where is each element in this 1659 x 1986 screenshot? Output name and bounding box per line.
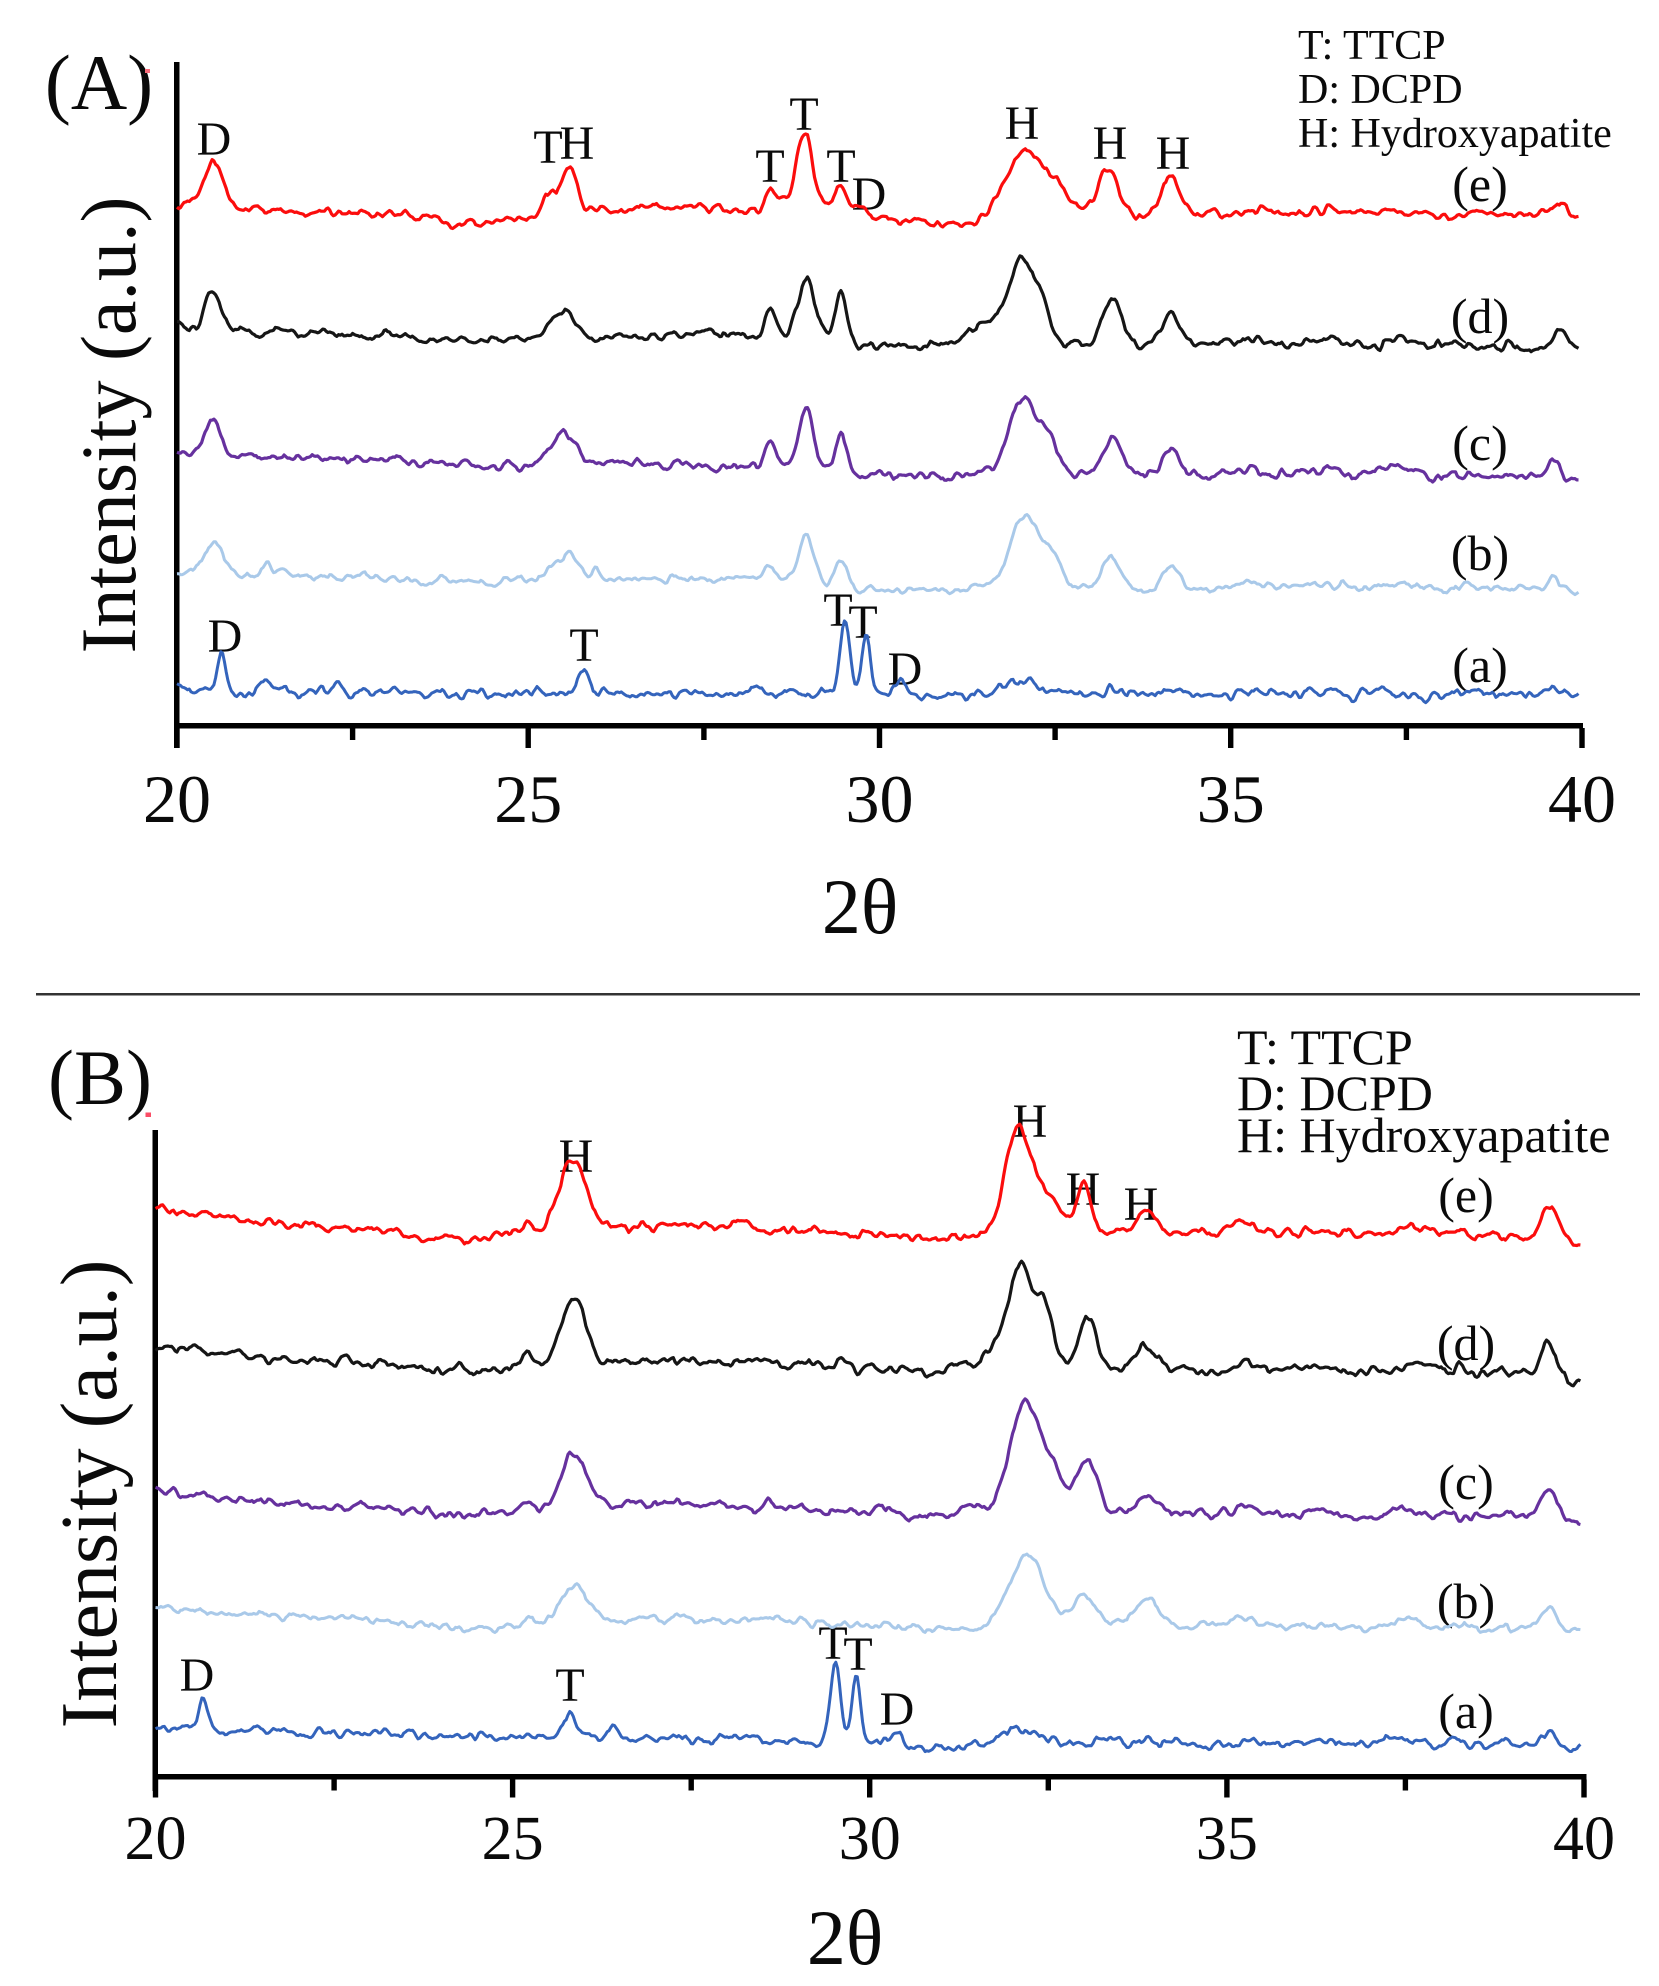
svg-text:(A): (A)	[45, 39, 153, 126]
svg-text:20: 20	[125, 1805, 187, 1873]
svg-text:(b): (b)	[1451, 525, 1509, 581]
svg-text:2θ: 2θ	[807, 1894, 883, 1981]
svg-text:(a): (a)	[1452, 637, 1508, 693]
svg-text:H: H	[1156, 127, 1191, 180]
svg-text:(d): (d)	[1451, 288, 1509, 344]
svg-text:35: 35	[1196, 1805, 1258, 1873]
svg-text:H: H	[1093, 117, 1128, 170]
svg-text:H: Hydroxyapatite: H: Hydroxyapatite	[1237, 1107, 1611, 1163]
svg-text:35: 35	[1197, 761, 1265, 837]
svg-text:(c): (c)	[1438, 1454, 1494, 1510]
svg-text:30: 30	[846, 761, 914, 837]
svg-text:25: 25	[482, 1805, 544, 1873]
svg-text:T: T	[569, 619, 598, 672]
svg-text:2θ: 2θ	[822, 863, 898, 950]
svg-text:30: 30	[839, 1805, 901, 1873]
svg-text:(e): (e)	[1438, 1167, 1494, 1223]
svg-text:H: H	[560, 117, 595, 170]
svg-text:D: D	[197, 113, 232, 166]
svg-text:T: TTCP: T: TTCP	[1298, 23, 1446, 69]
svg-text:T: T	[789, 88, 818, 141]
svg-text:Intensity (a.u.): Intensity (a.u.)	[65, 196, 152, 653]
svg-text:D: DCPD: D: DCPD	[1298, 67, 1463, 113]
svg-text:40: 40	[1553, 1805, 1615, 1873]
svg-text:H: H	[1124, 1178, 1159, 1231]
svg-text:(b): (b)	[1437, 1573, 1495, 1629]
svg-text:T: T	[533, 121, 562, 174]
svg-text:(a): (a)	[1438, 1683, 1494, 1739]
svg-text:T: TTCP: T: TTCP	[1237, 1019, 1413, 1075]
svg-text:T: T	[755, 140, 784, 193]
svg-text:D: D	[208, 610, 243, 663]
svg-text:(e): (e)	[1452, 156, 1508, 212]
svg-text:D: D	[180, 1649, 215, 1702]
svg-text:T: T	[555, 1659, 584, 1712]
svg-text:H: Hydroxyapatite: H: Hydroxyapatite	[1298, 111, 1612, 157]
svg-text:D: D	[880, 1683, 915, 1736]
svg-text:H: H	[1005, 97, 1040, 150]
svg-text:(c): (c)	[1452, 415, 1508, 471]
svg-text:25: 25	[494, 761, 562, 837]
svg-text:40: 40	[1548, 761, 1616, 837]
svg-text:20: 20	[143, 761, 211, 837]
svg-text:T: T	[843, 1628, 872, 1681]
svg-text:Intensity (a.u.): Intensity (a.u.)	[46, 1260, 134, 1729]
svg-text:H: H	[1066, 1163, 1101, 1216]
svg-text:(d): (d)	[1437, 1315, 1495, 1371]
svg-text:D: DCPD: D: DCPD	[1237, 1065, 1433, 1121]
svg-text:(B): (B)	[48, 1034, 152, 1121]
svg-text:H: H	[1013, 1095, 1048, 1148]
